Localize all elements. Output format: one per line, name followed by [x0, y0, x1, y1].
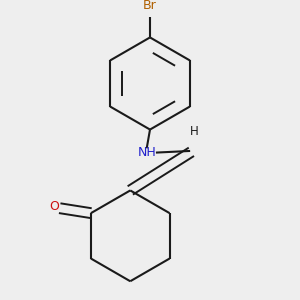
Text: H: H — [190, 125, 199, 138]
Text: NH: NH — [137, 146, 156, 159]
Text: O: O — [49, 200, 59, 213]
Text: Br: Br — [143, 0, 157, 12]
